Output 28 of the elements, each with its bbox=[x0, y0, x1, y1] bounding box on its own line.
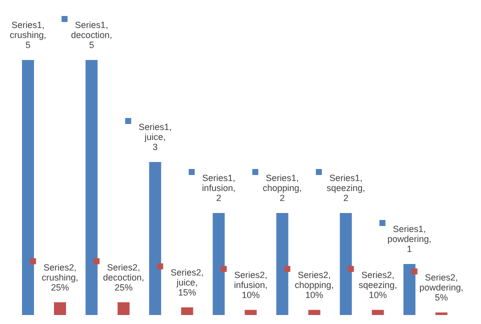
bar bbox=[372, 310, 384, 315]
data-label: Series2, sqeezing, 10% bbox=[358, 270, 398, 300]
data-label: Series2, juice, 15% bbox=[170, 267, 204, 298]
bar bbox=[149, 162, 162, 315]
bar bbox=[308, 310, 320, 315]
data-label: Series2, decoction, 25% bbox=[103, 262, 144, 292]
bar bbox=[212, 213, 225, 315]
bar bbox=[54, 302, 66, 315]
data-label: Series2, infusion, 10% bbox=[234, 270, 268, 300]
data-label: Series1, juice, 3 bbox=[138, 122, 172, 152]
data-label: Series1, infusion, 2 bbox=[202, 173, 236, 203]
bar bbox=[86, 60, 98, 315]
data-label: Series2, powdering, 5% bbox=[419, 272, 464, 302]
data-label: Series2, crushing, 25% bbox=[42, 262, 78, 292]
bar bbox=[340, 213, 352, 315]
bar bbox=[276, 213, 288, 315]
bar bbox=[244, 310, 257, 315]
bar bbox=[181, 307, 194, 315]
data-label: Series1, chopping, 2 bbox=[262, 173, 302, 203]
data-label: Series1, decoction, 5 bbox=[71, 20, 112, 50]
data-label: Series2, chopping, 10% bbox=[294, 270, 334, 300]
bar bbox=[403, 264, 416, 315]
data-label: Series1, crushing, 5 bbox=[10, 20, 46, 50]
data-label: Series1, sqeezing, 2 bbox=[326, 173, 366, 203]
bar bbox=[22, 60, 34, 315]
data-label: Series1, powdering, 1 bbox=[387, 224, 432, 254]
bar bbox=[118, 302, 130, 315]
bar bbox=[435, 312, 448, 315]
